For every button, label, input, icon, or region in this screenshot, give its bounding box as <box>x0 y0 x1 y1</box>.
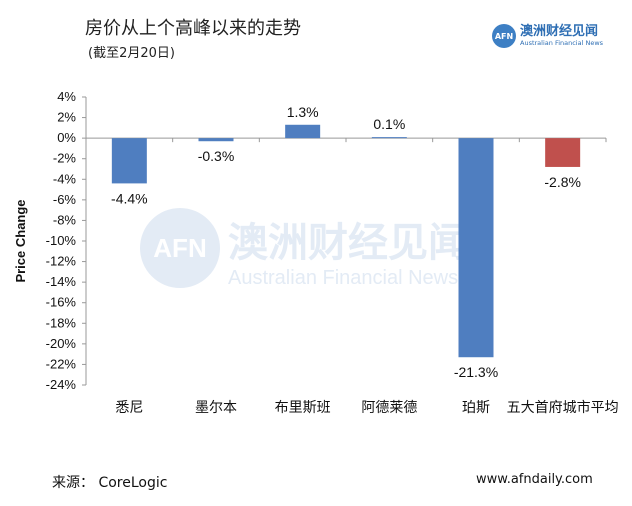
y-tick-label: -14% <box>46 274 77 289</box>
y-tick-label: -4% <box>53 171 77 186</box>
data-labels: -4.4% -0.3% 1.3% 0.1% -21.3% -2.8% <box>111 104 581 380</box>
y-tick-label: -6% <box>53 192 77 207</box>
afn-logo-cn: 澳洲财经见闻 <box>520 24 599 39</box>
data-label: -4.4% <box>111 190 148 206</box>
chart-subtitle: (截至2月20日) <box>88 46 175 61</box>
bar <box>458 138 494 358</box>
data-label: -2.8% <box>544 174 581 190</box>
y-tick-label: -16% <box>46 295 77 310</box>
category-label: 五大首府城市平均 <box>507 399 619 416</box>
category-label: 珀斯 <box>462 400 490 416</box>
source-note: 来源： CoreLogic <box>52 475 168 491</box>
bar <box>111 138 147 184</box>
watermark-en: Australian Financial News <box>228 267 458 289</box>
bar <box>285 124 321 139</box>
bar <box>371 137 407 139</box>
category-label: 悉尼 <box>115 400 143 416</box>
category-label: 布里斯班 <box>275 400 331 416</box>
bar <box>545 138 581 167</box>
y-tick-label: -12% <box>46 254 77 269</box>
y-axis: 4% 2% 0% -2% -4% -6% -8% -10% -12% -14% -16% -18% -2… <box>46 89 607 392</box>
y-tick-label: 2% <box>57 110 76 125</box>
website-url[interactable]: www.afndaily.com <box>476 472 593 487</box>
y-tick-label: -10% <box>46 233 77 248</box>
bar <box>198 138 234 142</box>
y-tick-label: -18% <box>46 315 77 330</box>
y-tick-label: -20% <box>46 336 77 351</box>
afn-logo-en: Australian Financial News <box>520 39 604 47</box>
y-tick-label: 4% <box>57 89 76 104</box>
chart-title: 房价从上个高峰以来的走势 <box>85 18 301 39</box>
y-tick-label: -22% <box>46 356 77 371</box>
watermark-badge: AFN <box>153 233 206 263</box>
afn-logo: AFN 澳洲财经见闻 Australian Financial News <box>492 24 603 48</box>
category-labels: 悉尼 墨尔本 布里斯班 阿德莱德 珀斯 五大首府城市平均 <box>115 399 618 416</box>
watermark-cn: 澳洲财经见闻 <box>228 220 468 266</box>
afn-logo-badge: AFN <box>492 24 516 48</box>
y-tick-label: -24% <box>46 377 77 392</box>
data-label: -0.3% <box>198 148 235 164</box>
data-label: -21.3% <box>454 364 498 380</box>
data-label: 0.1% <box>373 116 405 132</box>
y-axis-label: Price Change <box>13 199 28 282</box>
category-label: 墨尔本 <box>195 400 237 416</box>
y-tick-label: -8% <box>53 212 77 227</box>
bars <box>111 124 581 358</box>
data-label: 1.3% <box>287 104 319 120</box>
y-tick-label: 0% <box>57 130 76 145</box>
watermark: AFN 澳洲财经见闻 Australian Financial News <box>140 208 468 289</box>
category-label: 阿德莱德 <box>361 400 417 416</box>
y-tick-label: -2% <box>53 151 77 166</box>
